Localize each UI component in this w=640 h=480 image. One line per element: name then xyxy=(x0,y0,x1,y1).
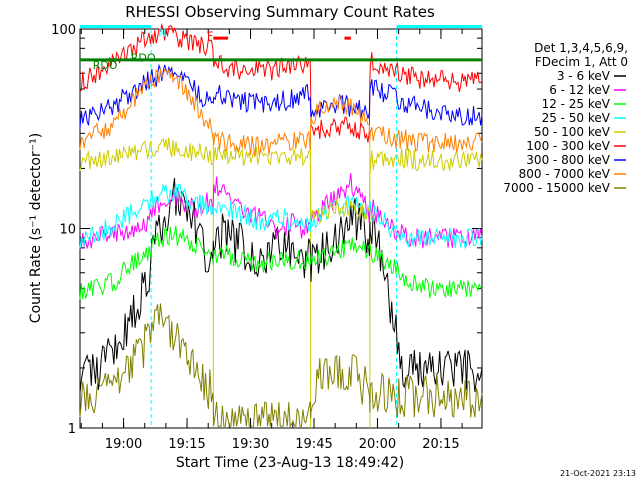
legend: Det 1,3,4,5,6,9,FDecim 1, Att 03 - 6 keV… xyxy=(503,41,628,195)
legend-entry-label: 6 - 12 keV xyxy=(549,83,611,97)
x-tick-label: 19:15 xyxy=(168,437,205,452)
x-tick-label: 20:15 xyxy=(422,437,459,452)
series-line-7 xyxy=(79,63,483,129)
flag-label: F xyxy=(207,29,213,42)
x-tick-label: 20:00 xyxy=(359,437,396,452)
legend-entry-label: 800 - 7000 keV xyxy=(519,167,611,181)
footer-timestamp: 21-Oct-2021 23:13 xyxy=(560,469,636,478)
legend-entry-label: 25 - 50 keV xyxy=(542,111,611,125)
series-line-4 xyxy=(79,183,483,250)
y-axis-label: Count Rate (s⁻¹ detector⁻¹) xyxy=(28,133,44,323)
legend-entry-label: 300 - 800 keV xyxy=(526,153,610,167)
legend-header: FDecim 1, Att 0 xyxy=(535,55,628,69)
x-tick-label: 19:45 xyxy=(295,437,332,452)
series-line-2 xyxy=(80,172,483,250)
y-tick-label: 100 xyxy=(51,23,76,38)
legend-header: Det 1,3,4,5,6,9, xyxy=(534,41,628,55)
x-tick-label: 19:00 xyxy=(105,437,142,452)
series-line-9 xyxy=(79,303,483,428)
legend-entry-label: 12 - 25 keV xyxy=(542,97,611,111)
flag-label: RDO xyxy=(93,59,118,72)
series-line-5 xyxy=(79,137,483,225)
x-axis-label: Start Time (23-Aug-13 18:49:42) xyxy=(176,455,404,471)
y-tick-label: 1 xyxy=(68,422,76,437)
x-tick-label: 19:30 xyxy=(232,437,269,452)
series-line-8 xyxy=(79,68,483,157)
flag-label: RDO xyxy=(131,51,156,64)
legend-entry-label: 100 - 300 keV xyxy=(526,139,610,153)
flag-label: N xyxy=(158,27,166,40)
series-line-3 xyxy=(79,225,483,300)
series-line-6 xyxy=(79,22,483,143)
y-tick-label: 10 xyxy=(59,223,76,238)
legend-entry-label: 7000 - 15000 keV xyxy=(503,181,610,195)
chart-title: RHESSI Observing Summary Count Rates xyxy=(125,3,435,21)
series-line-1 xyxy=(79,178,483,393)
plot-area: 1 10 100 19:00 19:15 19:30 19:45 20:00 20:15 N F RD… xyxy=(51,22,483,452)
legend-entry-label: 3 - 6 keV xyxy=(557,69,611,83)
legend-entry-label: 50 - 100 keV xyxy=(534,125,611,139)
